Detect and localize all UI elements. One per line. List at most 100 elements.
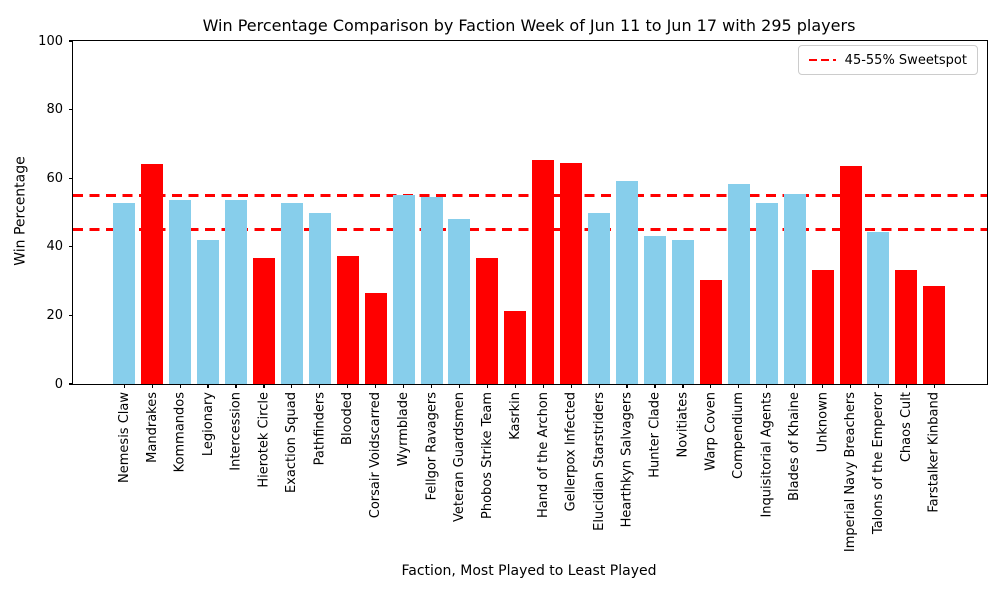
y-tick-0 (69, 383, 73, 385)
x-tick-label-elucidian-starstriders: Elucidian Starstriders (591, 392, 607, 531)
legend-label: 45-55% Sweetspot (844, 52, 967, 68)
y-tick-100 (69, 40, 73, 42)
x-tick-nemesis-claw (123, 384, 125, 388)
x-tick-label-pathfinders: Pathfinders (312, 392, 328, 466)
y-tick-label-60: 60 (46, 170, 63, 186)
x-tick-label-chaos-cult: Chaos Cult (898, 392, 914, 463)
x-axis-label: Faction, Most Played to Least Played (401, 563, 657, 579)
x-tick-hand-of-the-archon (542, 384, 544, 388)
y-tick-label-40: 40 (46, 239, 63, 255)
x-tick-label-hunter-clade: Hunter Clade (647, 392, 663, 478)
y-axis-label: Win Percentage (12, 156, 29, 266)
x-tick-label-talons-of-the-emperor: Talons of the Emperor (870, 392, 886, 535)
x-tick-corsair-voidscarred (375, 384, 377, 388)
x-tick-label-exaction-squad: Exaction Squad (284, 392, 300, 494)
bar-gellerpox-infected (560, 163, 583, 384)
y-tick-label-20: 20 (46, 307, 63, 323)
x-tick-elucidian-starstriders (598, 384, 600, 388)
x-tick-legionary (207, 384, 209, 388)
x-tick-phobos-strike-team (486, 384, 488, 388)
bar-imperial-navy-breachers (839, 165, 862, 384)
bar-warp-coven (699, 280, 722, 384)
legend-dashed-line-icon (808, 58, 836, 62)
x-tick-kommandos (179, 384, 181, 388)
y-tick-40 (69, 246, 73, 248)
bar-mandrakes (141, 164, 164, 384)
bar-farstalker-kinband (923, 286, 946, 384)
x-tick-hunter-clade (654, 384, 656, 388)
x-tick-kasrkin (514, 384, 516, 388)
sweetspot-line-55 (73, 194, 987, 197)
x-tick-warp-coven (710, 384, 712, 388)
bar-novitiates (671, 239, 694, 384)
x-tick-unknown (821, 384, 824, 388)
y-tick-80 (69, 109, 73, 111)
x-tick-label-farstalker-kinband: Farstalker Kinband (926, 392, 942, 513)
x-tick-label-hand-of-the-archon: Hand of the Archon (535, 392, 551, 519)
x-tick-novitiates (682, 384, 684, 388)
sweetspot-line-45 (73, 228, 987, 231)
x-tick-label-corsair-voidscarred: Corsair Voidscarred (368, 392, 384, 519)
bar-hunter-clade (643, 236, 666, 384)
bar-legionary (197, 240, 220, 384)
x-tick-label-kasrkin: Kasrkin (507, 392, 523, 440)
x-tick-label-nemesis-claw: Nemesis Claw (116, 392, 132, 483)
x-tick-mandrakes (151, 384, 153, 388)
x-tick-compendium (738, 384, 740, 388)
legend: 45-55% Sweetspot (797, 45, 978, 75)
bar-veteran-guardsmen (448, 218, 471, 384)
bar-blades-of-khaine (783, 193, 806, 384)
x-tick-label-blades-of-khaine: Blades of Khaine (787, 392, 803, 501)
y-tick-label-0: 0 (54, 376, 63, 392)
bar-chaos-cult (895, 269, 918, 384)
x-tick-blades-of-khaine (794, 384, 796, 388)
bar-compendium (727, 184, 750, 384)
x-tick-label-legionary: Legionary (200, 392, 216, 457)
x-tick-label-intercession: Intercession (228, 392, 244, 471)
bar-elucidian-starstriders (588, 212, 611, 384)
x-tick-label-mandrakes: Mandrakes (144, 392, 160, 463)
chart-title: Win Percentage Comparison by Faction Wee… (202, 16, 856, 35)
x-tick-pathfinders (319, 384, 321, 388)
x-tick-label-compendium: Compendium (731, 392, 747, 479)
x-tick-wyrmblade (403, 384, 405, 388)
bar-exaction-squad (280, 202, 303, 384)
bar-inquisitorial-agents (755, 202, 778, 384)
x-tick-imperial-navy-breachers (849, 384, 852, 388)
x-tick-inquisitorial-agents (766, 384, 768, 388)
plot-area: Nemesis Claw Mandrakes Kommandos Legionary I… (38, 34, 988, 552)
bar-hearthkyn-salvagers (616, 181, 639, 384)
bar-phobos-strike-team (476, 258, 499, 384)
x-tick-farstalker-kinband (933, 384, 935, 388)
bar-unknown (811, 269, 834, 384)
bar-intercession (225, 200, 248, 384)
x-tick-fellgor-ravagers (430, 384, 433, 388)
x-tick-label-blooded: Blooded (340, 392, 356, 445)
x-tick-hierotek-circle (263, 384, 265, 388)
y-tick-60 (69, 177, 73, 179)
x-tick-chaos-cult (905, 384, 907, 388)
bar-corsair-voidscarred (364, 293, 387, 384)
x-tick-label-kommandos: Kommandos (172, 392, 188, 473)
x-tick-label-gellerpox-infected: Gellerpox Infected (563, 392, 579, 512)
bar-hand-of-the-archon (532, 160, 555, 384)
x-tick-label-warp-coven: Warp Coven (703, 392, 719, 471)
y-tick-label-80: 80 (46, 102, 63, 118)
x-tick-blooded (347, 384, 349, 388)
bar-nemesis-claw (113, 202, 136, 384)
bar-wyrmblade (392, 195, 415, 384)
y-tick-label-100: 100 (38, 33, 63, 49)
bar-fellgor-ravagers (420, 197, 443, 384)
y-tick-20 (69, 314, 73, 316)
x-tick-label-unknown: Unknown (815, 392, 831, 453)
bar-kommandos (169, 200, 192, 384)
x-tick-label-novitiates: Novitiates (675, 392, 691, 458)
bar-talons-of-the-emperor (867, 231, 890, 384)
x-tick-label-wyrmblade: Wyrmblade (396, 392, 412, 467)
x-tick-veteran-guardsmen (458, 384, 461, 388)
bar-kasrkin (504, 311, 527, 384)
x-tick-label-imperial-navy-breachers: Imperial Navy Breachers (843, 392, 858, 553)
x-tick-label-fellgor-ravagers: Fellgor Ravagers (424, 392, 440, 501)
x-tick-label-inquisitorial-agents: Inquisitorial Agents (759, 392, 775, 518)
